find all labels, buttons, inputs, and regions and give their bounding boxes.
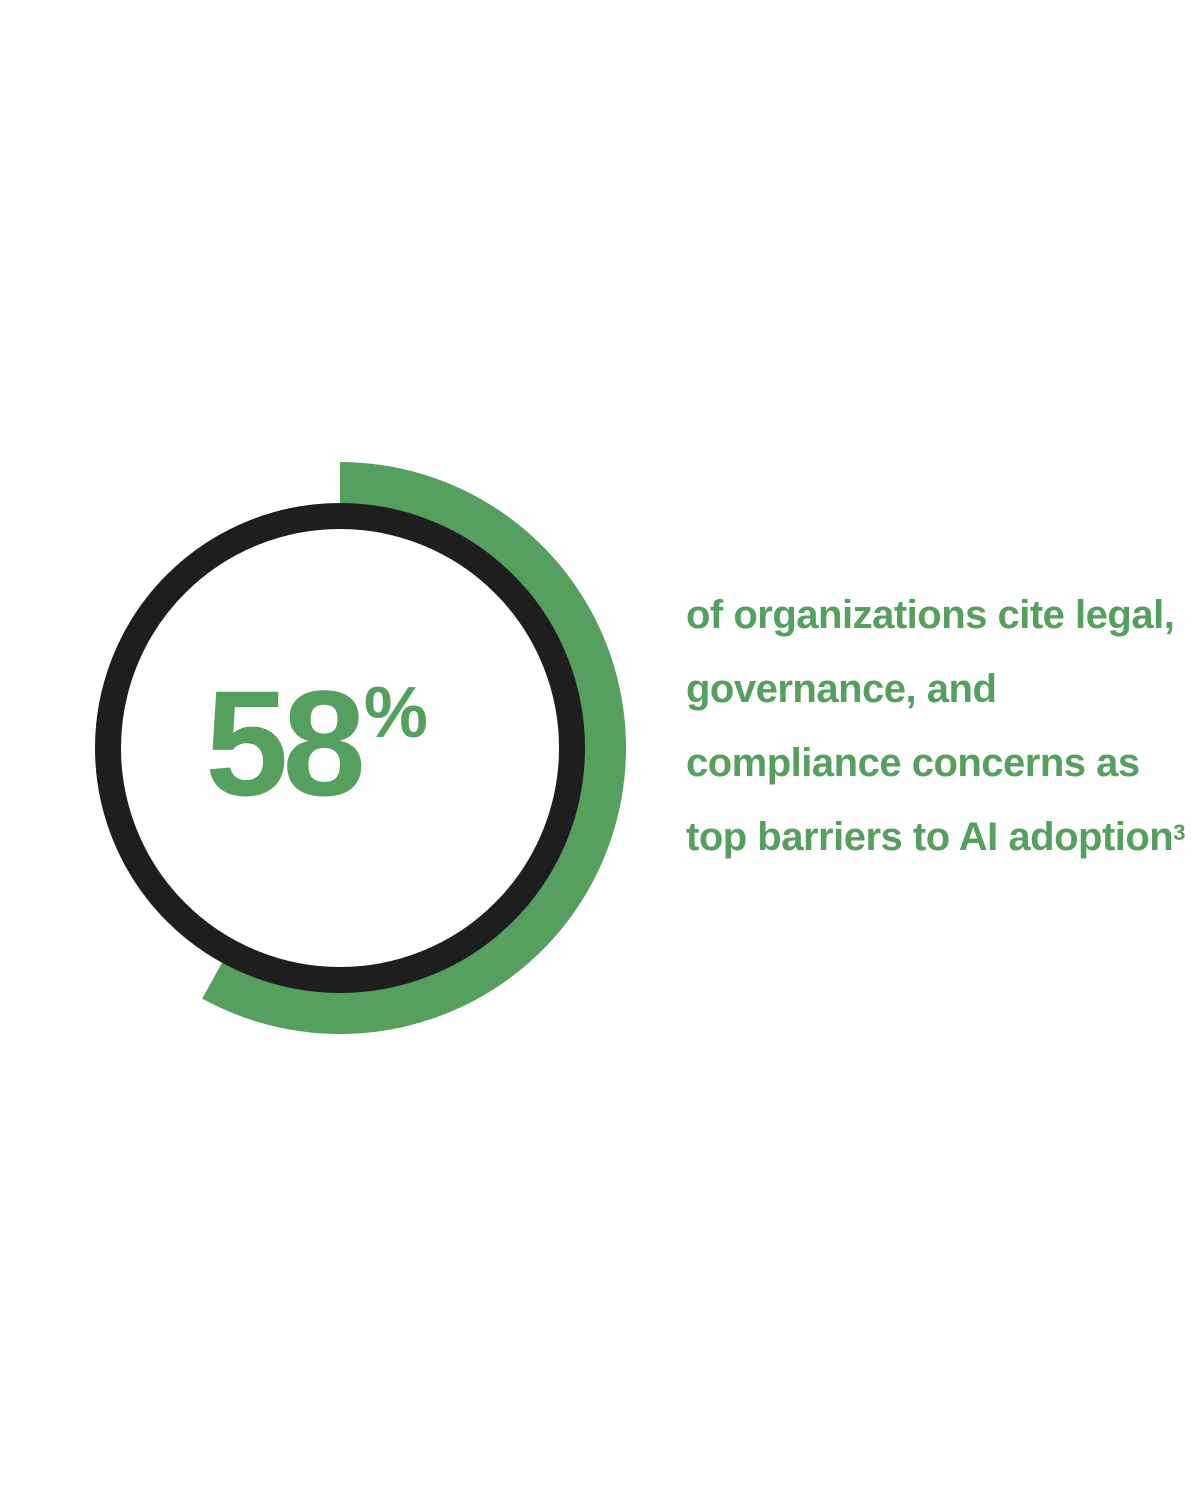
stat-number: 58 [205,659,366,827]
stat-value: 58% [205,668,428,818]
ring-outline [95,503,585,993]
stat-percent-sign: % [363,673,428,753]
progress-arc [202,462,626,1034]
footnote-marker: 3 [1173,820,1185,845]
description-text: of organizations cite legal, governance,… [686,593,1175,859]
stat-description: of organizations cite legal, governance,… [686,578,1196,874]
